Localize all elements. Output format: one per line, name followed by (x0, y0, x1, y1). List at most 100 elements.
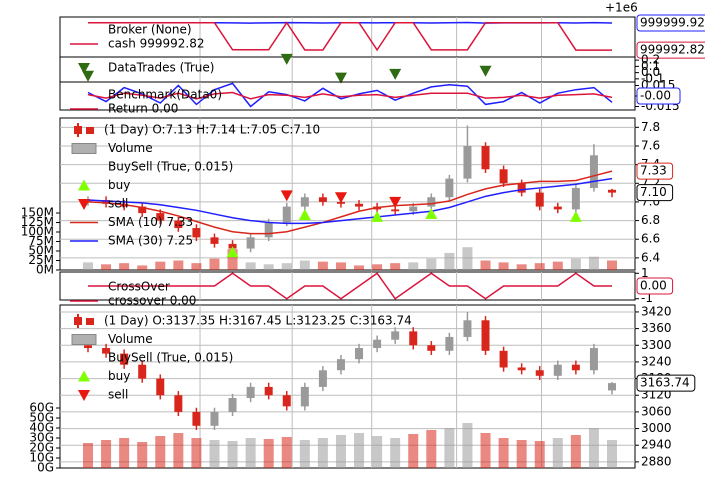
candle-body (300, 386, 309, 407)
volume-bar (245, 438, 256, 468)
legend-label: SMA (10) 7.33 (108, 215, 193, 229)
y-tick-label: 7.8 (641, 120, 660, 134)
volume-tick-label: 25M (28, 253, 54, 267)
signal-marker (371, 210, 384, 222)
volume-bar (552, 438, 563, 468)
volume-bar (570, 435, 581, 468)
volume-bar (426, 430, 437, 468)
legend-label: sell (108, 197, 128, 211)
candle-body (409, 331, 418, 346)
panel-frame (59, 304, 636, 469)
candle-body (102, 200, 111, 204)
y-tick-label: 0.2 (641, 53, 660, 67)
volume-bar (245, 262, 256, 270)
volume-bar (444, 428, 455, 468)
signal-marker (226, 246, 239, 258)
candle-body (589, 155, 598, 188)
y-tick-label: 3420 (641, 304, 672, 318)
candle-body (427, 197, 436, 207)
y-tick-label: 3000 (641, 421, 672, 435)
candle-body (264, 222, 273, 238)
value-label-box (636, 277, 674, 295)
volume-bar (227, 249, 238, 270)
volume-tick-label: 30G (29, 431, 54, 445)
value-label: 0.00 (640, 279, 667, 293)
volume-tick-label: 50M (28, 244, 54, 258)
volume-bar (607, 440, 617, 468)
legend-label: BuySell (True, 0.015) (108, 160, 233, 174)
legend-label: (1 Day) O:7.13 H:7.14 L:7.05 C:7.10 (104, 123, 320, 137)
volume-bar (299, 440, 310, 468)
y-tick-label: 6.4 (641, 250, 660, 264)
legend-icon (86, 318, 94, 325)
trade-marker (280, 53, 293, 65)
line (87, 177, 613, 225)
legend-label: Benchmark(Data0) (108, 88, 222, 102)
legend-label: Volume (108, 141, 153, 155)
volume-bar (552, 261, 563, 270)
candle-body (102, 348, 111, 354)
line (87, 170, 613, 235)
volume-bar (480, 433, 491, 468)
value-label: 3163.74 (640, 376, 690, 390)
legend-label: sell (108, 388, 128, 402)
candle-body (427, 345, 436, 351)
candle-body (571, 364, 580, 371)
signal-marker (298, 208, 311, 220)
candle-body (228, 398, 237, 412)
volume-bar (83, 443, 93, 468)
volume-bar (101, 440, 112, 468)
candle-body (336, 359, 345, 371)
legend-label: crossover 0.00 (108, 294, 196, 308)
legend-label: (1 Day) O:3137.35 H:3167.45 L:3123.25 C:… (104, 314, 412, 328)
volume-bar (462, 423, 473, 468)
candle-body (499, 169, 508, 184)
candle-body (499, 350, 508, 368)
legend-icon (74, 126, 82, 134)
volume-tick-label: 50G (29, 411, 54, 425)
legend-label: BuySell (True, 0.015) (108, 351, 233, 365)
candle-body (282, 395, 291, 407)
value-label: 999992.82 (640, 43, 705, 57)
candle-body (463, 145, 472, 179)
y-tick-label: 3060 (641, 404, 672, 418)
y-tick-label: 6.8 (641, 213, 660, 227)
candle-body (571, 187, 580, 210)
volume-tick-label: 60G (29, 401, 54, 415)
legend-icon (78, 390, 90, 401)
volume-bar (570, 258, 581, 270)
candle-body (391, 331, 400, 340)
legend-icon (78, 199, 90, 210)
volume-bar (426, 258, 437, 270)
volume-bar (173, 260, 184, 270)
volume-bar (173, 433, 184, 468)
candle-body (84, 345, 92, 349)
volume-bar (354, 433, 365, 468)
candle-body (318, 197, 327, 202)
candle-body (174, 220, 183, 229)
signal-marker (425, 208, 438, 220)
candle-body (210, 237, 219, 244)
value-label: 999999.92 (640, 16, 705, 30)
trade-marker (389, 68, 402, 80)
candle-body (535, 370, 544, 376)
legend-label: SMA (30) 7.25 (108, 234, 193, 248)
value-label-box (636, 87, 681, 105)
candle-body (192, 228, 201, 238)
candle-body (318, 370, 327, 387)
volume-bar (408, 434, 419, 468)
volume-bar (263, 264, 274, 270)
candle-body (210, 411, 219, 426)
volume-bar (588, 428, 599, 468)
candle-body (156, 213, 165, 221)
trade-marker (479, 65, 492, 77)
volume-bar (480, 260, 491, 270)
volume-bar (408, 262, 419, 270)
y-tick-label: 2940 (641, 438, 672, 452)
y-tick-label: 3300 (641, 338, 672, 352)
candle-body (481, 320, 490, 351)
value-label: -0.00 (640, 89, 671, 103)
candle-body (228, 243, 237, 249)
legend-icon (78, 63, 90, 74)
value-label-box (636, 184, 674, 202)
